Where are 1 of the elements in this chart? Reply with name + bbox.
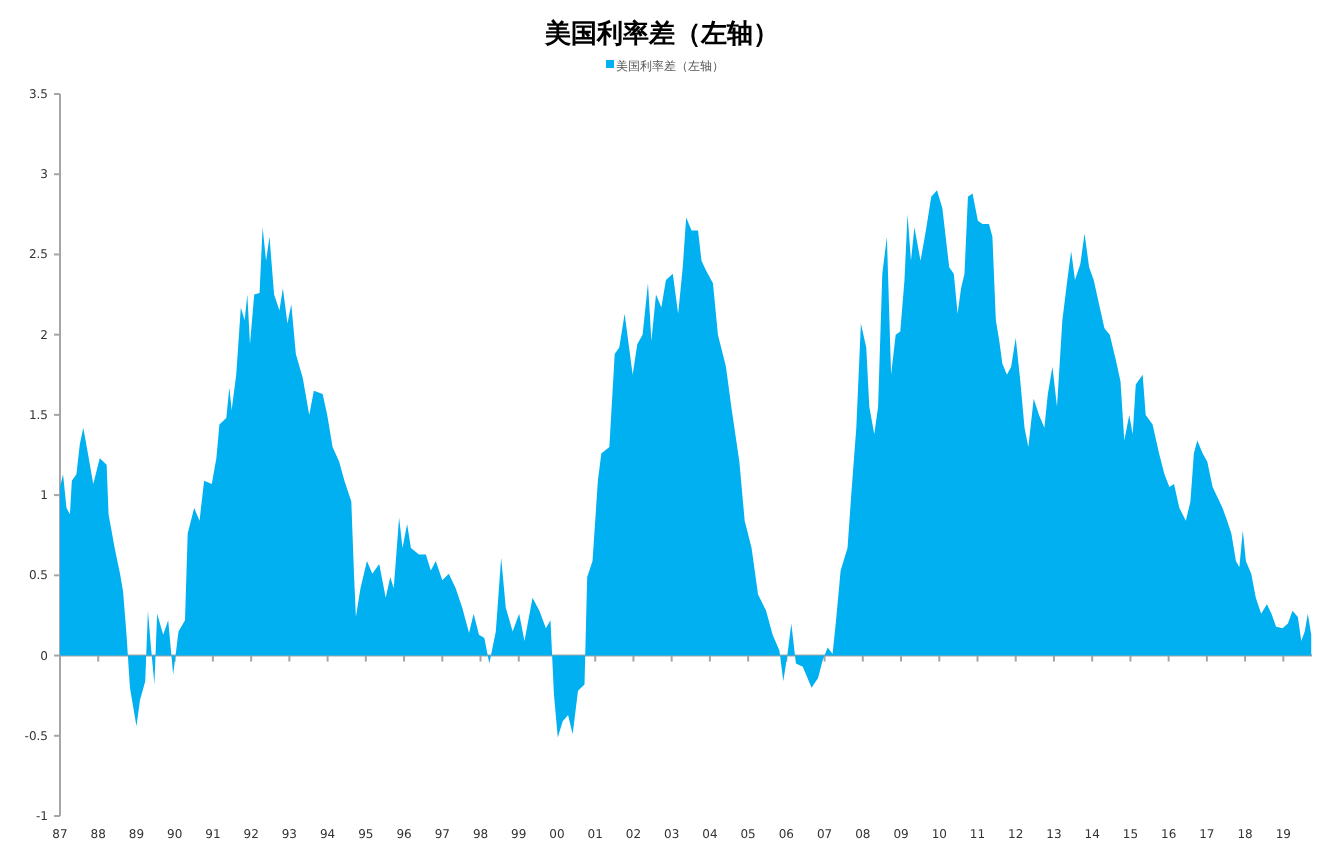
chart-title: 美国利率差（左轴）: [543, 18, 779, 50]
